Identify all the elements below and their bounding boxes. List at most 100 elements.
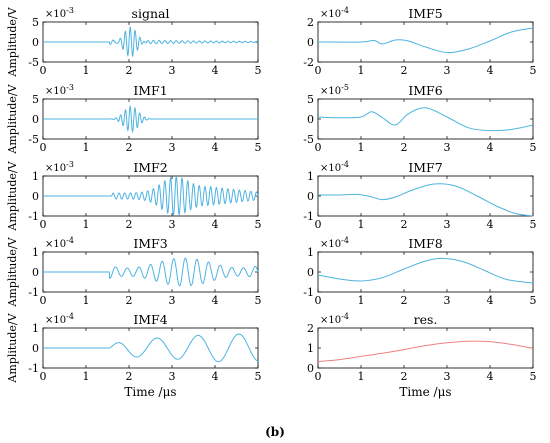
x-tick-label: 0 [315, 141, 322, 154]
y-tick-label: 0 [307, 36, 314, 49]
panel-imf5: IMF5×10-40 1 2 3 4 520-2 [303, 6, 536, 77]
panel-title: IMF1 [133, 83, 167, 98]
axes-frame [317, 175, 534, 217]
figure-caption: (b) [265, 425, 285, 439]
x-tick-label: 4 [487, 64, 494, 77]
x-tick-label: 3 [444, 64, 451, 77]
panel-res: res. ×10-4 0 1 2 3 4 5 2 1 0 Time /μs [307, 312, 537, 399]
x-tick-label: 0 [40, 370, 47, 383]
x-axis-label: Time /μs [399, 385, 451, 399]
y-tick-label: -1 [28, 210, 39, 223]
series-line [43, 333, 259, 363]
x-tick-label: 5 [530, 370, 537, 383]
x-tick-label: 1 [358, 141, 365, 154]
x-tick-label: 5 [255, 64, 262, 77]
axes-frame [317, 327, 534, 369]
y-tick-label: 1 [32, 246, 39, 259]
x-tick-label: 4 [487, 218, 494, 231]
x-tick-label: 2 [401, 218, 408, 231]
y-tick-label: -1 [28, 362, 39, 375]
y-tick-label: 0 [32, 36, 39, 49]
axis-multiplier: ×10-5 [320, 83, 349, 97]
series-line [43, 25, 259, 58]
x-tick-label: 0 [40, 141, 47, 154]
x-tick-label: 1 [83, 294, 90, 307]
axis-multiplier: ×10-3 [45, 6, 74, 20]
x-tick-label: 3 [169, 64, 176, 77]
x-tick-label: 1 [83, 64, 90, 77]
x-tick-label: 3 [169, 141, 176, 154]
y-tick-label: 2 [307, 16, 314, 29]
x-tick-label: 0 [315, 370, 322, 383]
x-tick-label: 5 [255, 370, 262, 383]
x-tick-label: 5 [255, 294, 262, 307]
y-tick-label: 1 [32, 322, 39, 335]
series-line [43, 104, 258, 133]
x-tick-label: 4 [212, 64, 219, 77]
panel-title: signal [132, 6, 170, 21]
panels-group: signal×10-30 1 2 3 4 550-5Amplitude/VIMF1×10-… [6, 6, 537, 399]
y-tick-label: 0 [32, 266, 39, 279]
x-tick-label: 0 [40, 218, 47, 231]
x-tick-label: 4 [487, 370, 494, 383]
x-tick-label: 4 [487, 141, 494, 154]
x-tick-label: 0 [315, 294, 322, 307]
axis-multiplier: ×10-4 [45, 236, 74, 250]
y-tick-label: 0 [32, 190, 39, 203]
y-axis-label: Amplitude/V [6, 312, 19, 383]
axis-multiplier: ×10-4 [320, 160, 349, 174]
panel-title: IMF6 [408, 83, 442, 98]
x-tick-label: 3 [169, 218, 176, 231]
axes-frame [317, 98, 534, 140]
panel-imf6: IMF6×10-50 1 2 3 4 550-5 [303, 83, 536, 154]
x-tick-label: 1 [358, 370, 365, 383]
axis-multiplier: ×10-4 [45, 312, 74, 326]
x-tick-label: 2 [401, 294, 408, 307]
x-tick-label: 2 [126, 141, 133, 154]
x-tick-label: 5 [255, 218, 262, 231]
x-tick-label: 4 [212, 141, 219, 154]
series-line [317, 27, 534, 54]
series-line [317, 183, 534, 217]
y-tick-label: -5 [28, 56, 39, 69]
panel-imf8: IMF8×10-40 1 2 3 4 510-1 [303, 236, 536, 307]
panel-title: IMF3 [133, 236, 167, 251]
x-tick-label: 2 [401, 141, 408, 154]
y-tick-label: 5 [307, 93, 314, 106]
y-tick-label: -1 [28, 286, 39, 299]
x-tick-label: 1 [83, 370, 90, 383]
series-line [317, 340, 534, 363]
x-tick-label: 4 [212, 370, 219, 383]
x-tick-label: 2 [401, 370, 408, 383]
x-tick-label: 0 [315, 218, 322, 231]
series-line [43, 257, 259, 287]
y-tick-label: -2 [303, 56, 314, 69]
panel-title: IMF4 [133, 312, 167, 327]
x-tick-label: 1 [83, 141, 90, 154]
x-tick-label: 3 [444, 294, 451, 307]
x-tick-label: 5 [530, 218, 537, 231]
x-tick-label: 3 [169, 370, 176, 383]
y-tick-label: 1 [32, 170, 39, 183]
x-axis-label: Time /μs [124, 385, 176, 399]
x-tick-label: 4 [212, 218, 219, 231]
y-axis-label: Amplitude/V [6, 160, 19, 231]
x-tick-label: 2 [126, 294, 133, 307]
y-tick-label: 0 [307, 190, 314, 203]
x-tick-label: 3 [444, 141, 451, 154]
panel-title: IMF5 [408, 6, 442, 21]
y-tick-label: 1 [307, 246, 314, 259]
panel-title: IMF2 [133, 160, 167, 175]
x-tick-label: 5 [530, 64, 537, 77]
axis-multiplier: ×10-4 [320, 6, 349, 20]
x-tick-label: 5 [255, 141, 262, 154]
x-tick-label: 1 [358, 64, 365, 77]
y-axis-label: Amplitude/V [6, 6, 19, 77]
y-tick-label: -5 [28, 133, 39, 146]
series-line [317, 107, 534, 132]
